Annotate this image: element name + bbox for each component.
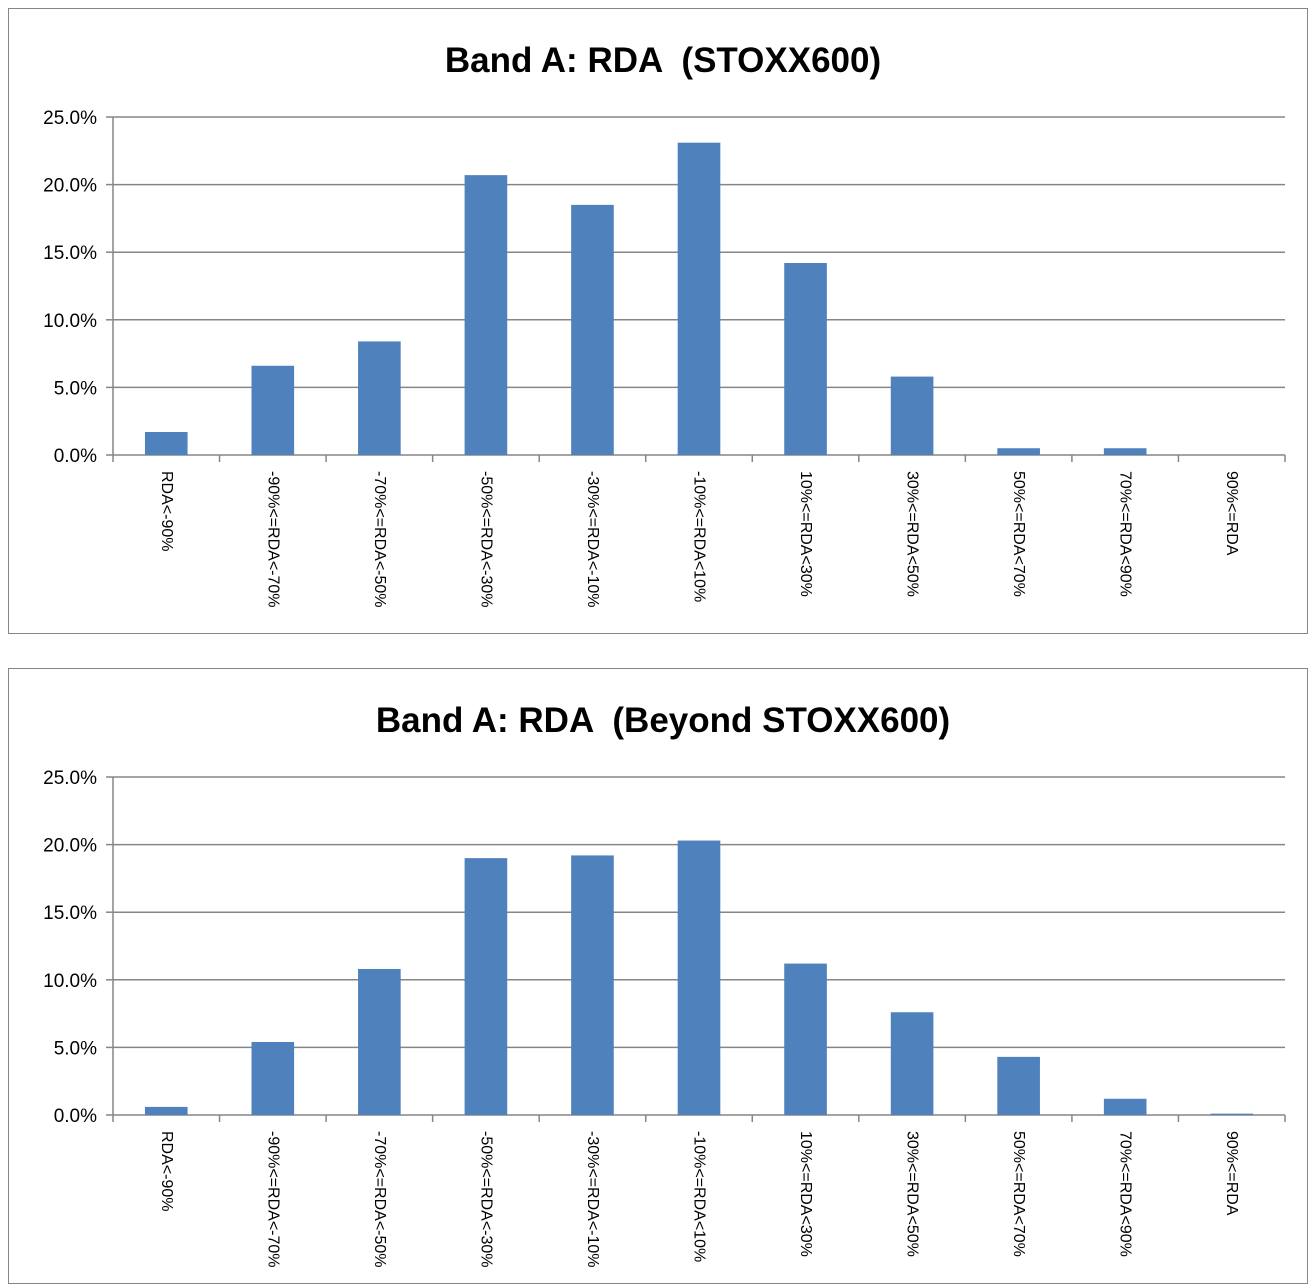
y-tick-label: 20.0%	[43, 836, 97, 857]
x-tick-label: -10%<=RDA<10%	[691, 1131, 708, 1262]
x-tick-label: -90%<=RDA<-70%	[264, 1131, 281, 1268]
x-tick-label: RDA<-90%	[158, 1131, 175, 1211]
y-tick-label: 5.0%	[54, 378, 97, 399]
bar	[358, 968, 401, 1115]
x-tick-label: -30%<=RDA<-10%	[584, 471, 601, 608]
y-tick-label: 0.0%	[54, 446, 97, 467]
x-tick-label: -70%<=RDA<-50%	[371, 1131, 388, 1268]
bar	[784, 963, 827, 1115]
x-tick-label: -50%<=RDA<-30%	[477, 1131, 494, 1268]
y-tick-label: 15.0%	[43, 243, 97, 264]
bar	[890, 1012, 934, 1115]
bar-chart-stoxx600: Band A: RDA (STOXX600) 0.0% 5.0% 10.0% 15.0…	[43, 41, 1286, 608]
chart-title: Band A: RDA (STOXX600)	[445, 41, 881, 80]
bar	[1103, 1098, 1147, 1115]
bar	[997, 1056, 1040, 1115]
bar	[358, 341, 401, 455]
chart-title: Band A: RDA (Beyond STOXX600)	[376, 701, 950, 740]
y-tick-label: 15.0%	[43, 903, 97, 924]
y-tick-label: 10.0%	[43, 971, 97, 992]
x-tick-label: 10%<=RDA<30%	[797, 471, 814, 597]
bar	[677, 840, 721, 1115]
x-tick-label: 10%<=RDA<30%	[797, 1131, 814, 1257]
bar	[464, 175, 508, 456]
x-tick-label: 90%<=RDA	[1223, 1131, 1240, 1216]
y-tick-label: 25.0%	[43, 108, 97, 129]
chart-panel-stoxx600: Band A: RDA (STOXX600) 0.0% 5.0% 10.0% 15.0…	[8, 8, 1308, 634]
bar	[464, 858, 508, 1115]
bar	[677, 142, 721, 456]
bar	[571, 855, 614, 1115]
bar	[251, 1041, 295, 1115]
x-tick-label: 50%<=RDA<70%	[1010, 1131, 1027, 1257]
y-tick-label: 20.0%	[43, 176, 97, 197]
bar	[890, 376, 934, 455]
bar	[784, 263, 827, 455]
y-tick-label: 25.0%	[43, 768, 97, 789]
y-tick-label: 0.0%	[54, 1106, 97, 1127]
bar	[144, 1106, 188, 1115]
x-tick-label: -10%<=RDA<10%	[691, 471, 708, 602]
x-tick-label: -70%<=RDA<-50%	[371, 471, 388, 608]
y-tick-label: 5.0%	[54, 1038, 97, 1059]
bar	[1210, 1113, 1254, 1115]
bar-chart-beyond-stoxx600: Band A: RDA (Beyond STOXX600) 0.0% 5.0% 10…	[43, 701, 1286, 1268]
x-tick-label: RDA<-90%	[158, 471, 175, 551]
chart-panel-beyond-stoxx600: Band A: RDA (Beyond STOXX600) 0.0% 5.0% 10…	[8, 668, 1308, 1284]
x-tick-label: -50%<=RDA<-30%	[477, 471, 494, 608]
x-tick-label: -90%<=RDA<-70%	[264, 471, 281, 608]
x-tick-label: 70%<=RDA<90%	[1117, 471, 1134, 597]
x-tick-label: 50%<=RDA<70%	[1010, 471, 1027, 597]
x-tick-label: 70%<=RDA<90%	[1117, 1131, 1134, 1257]
x-tick-label: 90%<=RDA	[1223, 471, 1240, 556]
x-tick-label: 30%<=RDA<50%	[904, 1131, 921, 1257]
x-tick-label: 30%<=RDA<50%	[904, 471, 921, 597]
bar	[144, 432, 188, 455]
bar	[997, 448, 1040, 455]
y-tick-label: 10.0%	[43, 311, 97, 332]
bar	[251, 365, 295, 455]
x-tick-label: -30%<=RDA<-10%	[584, 1131, 601, 1268]
bar	[571, 204, 614, 455]
bar	[1103, 448, 1147, 455]
